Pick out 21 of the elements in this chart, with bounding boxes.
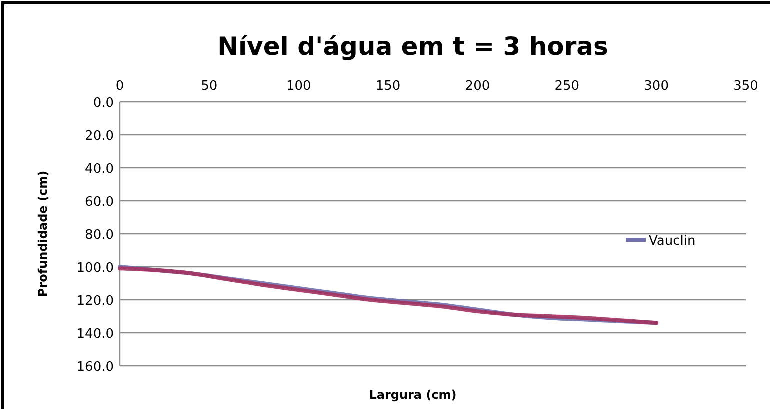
chart-title: Nível d'água em t = 3 horas — [218, 32, 608, 61]
x-tick-label: 250 — [554, 79, 580, 94]
y-tick-label: 40.0 — [85, 162, 114, 177]
x-tick-label: 300 — [644, 79, 669, 94]
y-tick-label: 140.0 — [76, 327, 114, 342]
y-tick-label: 20.0 — [85, 129, 114, 144]
x-tick-label: 100 — [286, 79, 312, 94]
x-axis-title: Largura (cm) — [369, 388, 457, 402]
y-tick-label: 160.0 — [76, 360, 114, 375]
x-tick-label: 200 — [465, 79, 490, 94]
y-tick-label: 0.0 — [93, 96, 114, 111]
x-tick-label: 150 — [376, 79, 401, 94]
x-tick-label: 350 — [734, 79, 758, 94]
y-tick-label: 60.0 — [85, 195, 114, 210]
y-tick-label: 80.0 — [85, 228, 114, 243]
x-tick-label: 50 — [201, 79, 218, 94]
y-tick-label: 100.0 — [76, 261, 114, 276]
y-tick-label: 120.0 — [76, 294, 114, 309]
y-axis-title: Profundidade (cm) — [36, 170, 50, 298]
legend-label: Vauclin — [649, 234, 696, 249]
x-tick-label: 0 — [116, 79, 124, 94]
